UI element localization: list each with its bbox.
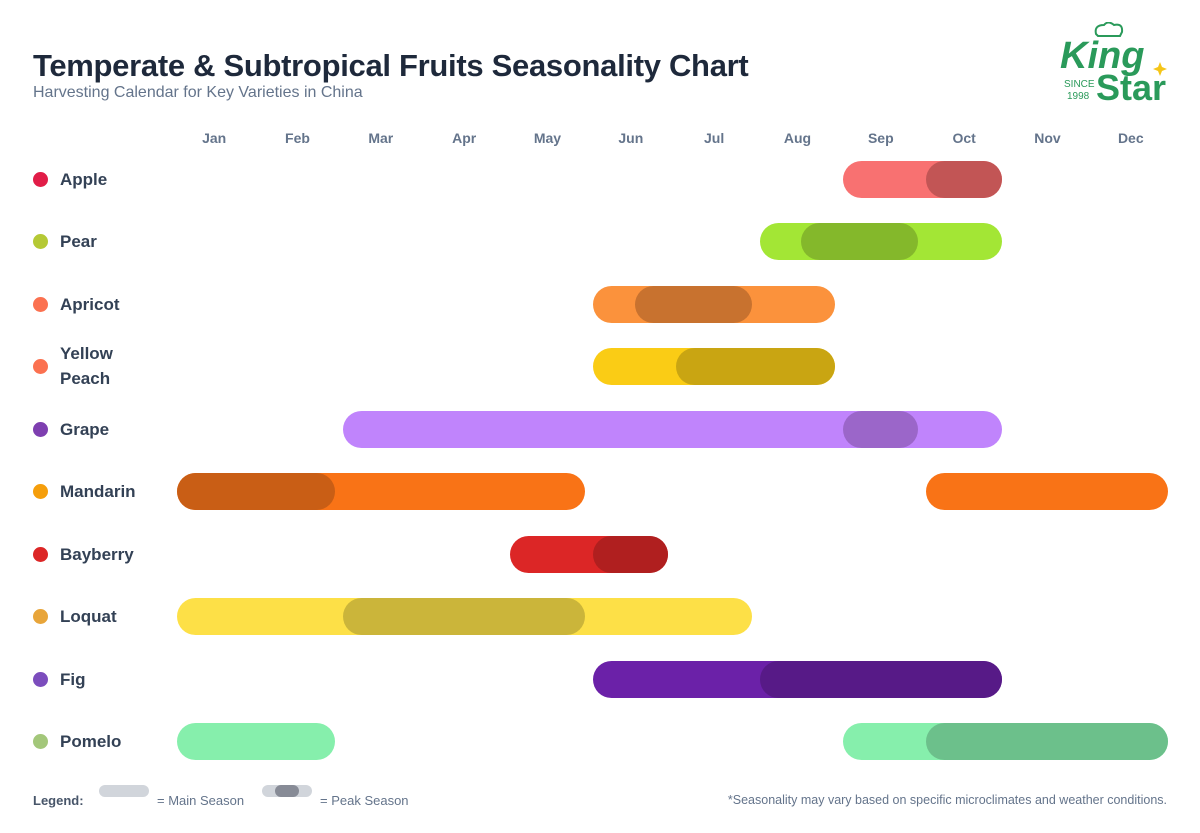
pomelo-peak-season-bar	[926, 723, 1169, 760]
legend-peak-inner	[275, 785, 299, 797]
pomelo-icon	[33, 733, 48, 749]
fruit-name: Pear	[60, 231, 97, 251]
fruit-name: Apricot	[60, 294, 120, 314]
pear-peak-season-bar	[801, 223, 919, 260]
fig-icon	[33, 671, 48, 687]
legend-main-text: = Main Season	[157, 793, 245, 808]
svg-text:King: King	[1060, 35, 1144, 77]
apple-icon	[33, 171, 48, 187]
kingstar-logo: King Star SINCE 1998	[1060, 22, 1167, 107]
loquat-icon	[33, 608, 48, 624]
pomelo-main-season-bar	[176, 723, 336, 760]
peach-icon	[33, 358, 48, 374]
legend-peak-text: = Peak Season	[320, 793, 409, 808]
row-label-pear: Pear	[33, 216, 160, 266]
grape-peak-season-bar	[843, 411, 919, 448]
month-label-nov: Nov	[1034, 130, 1061, 146]
svg-text:1998: 1998	[1067, 91, 1090, 102]
month-label-dec: Dec	[1117, 130, 1144, 146]
row-label-bayberry: Bayberry	[33, 529, 160, 579]
fruit-name: Pomelo	[60, 731, 122, 751]
chart-title: Temperate & Subtropical Fruits Seasonali…	[33, 48, 749, 83]
month-label-aug: Aug	[783, 130, 812, 146]
month-label-may: May	[533, 130, 562, 146]
legend-peak-swatch	[262, 785, 312, 797]
footnote: *Seasonality may vary based on specific …	[727, 793, 1167, 807]
row-label-pomelo: Pomelo	[33, 716, 160, 766]
chart-subtitle: Harvesting Calendar for Key Varieties in…	[33, 84, 363, 101]
month-label-feb: Feb	[285, 130, 310, 146]
legend-label: Legend:	[33, 793, 84, 808]
row-label-grape: Grape	[33, 404, 160, 454]
pear-icon	[33, 233, 48, 249]
fruit-name: Loquat	[60, 606, 117, 626]
apple-peak-season-bar	[926, 161, 1002, 198]
yellow-peach-peak-season-bar	[676, 348, 836, 385]
cherry-icon	[33, 546, 48, 562]
bayberry-peak-season-bar	[593, 536, 669, 573]
month-label-jun: Jun	[618, 130, 644, 146]
month-label-jan: Jan	[202, 130, 227, 146]
month-label-jul: Jul	[704, 130, 725, 146]
month-label-apr: Apr	[452, 130, 477, 146]
grape-icon	[33, 421, 48, 437]
row-label-loquat: Loquat	[33, 591, 160, 641]
row-label-apricot: Apricot	[33, 279, 160, 329]
fruit-name: Apple	[60, 169, 108, 189]
svg-text:SINCE: SINCE	[1064, 79, 1095, 90]
row-label-yellow-peach: Yellow Peach	[33, 341, 160, 391]
svg-text:Star: Star	[1096, 67, 1166, 107]
fruit-name: Grape	[60, 419, 110, 439]
month-label-oct: Oct	[952, 130, 976, 146]
legend-main-swatch	[99, 785, 149, 797]
month-label-mar: Mar	[368, 130, 394, 146]
fruit-name: Bayberry	[60, 544, 134, 564]
row-label-fig: Fig	[33, 654, 160, 704]
peach-icon	[33, 296, 48, 312]
fruit-name: Yellow Peach	[60, 344, 113, 388]
mandarin-main-season-bar	[926, 473, 1169, 510]
fruit-name: Fig	[60, 669, 86, 689]
row-label-mandarin: Mandarin	[33, 466, 160, 516]
apricot-peak-season-bar	[634, 286, 752, 323]
month-label-sep: Sep	[867, 130, 894, 146]
loquat-peak-season-bar	[343, 598, 586, 635]
fig-peak-season-bar	[759, 661, 1002, 698]
mandarin-icon	[33, 483, 48, 499]
mandarin-peak-season-bar	[176, 473, 336, 510]
row-label-apple: Apple	[33, 154, 160, 204]
fruit-name: Mandarin	[60, 481, 136, 501]
